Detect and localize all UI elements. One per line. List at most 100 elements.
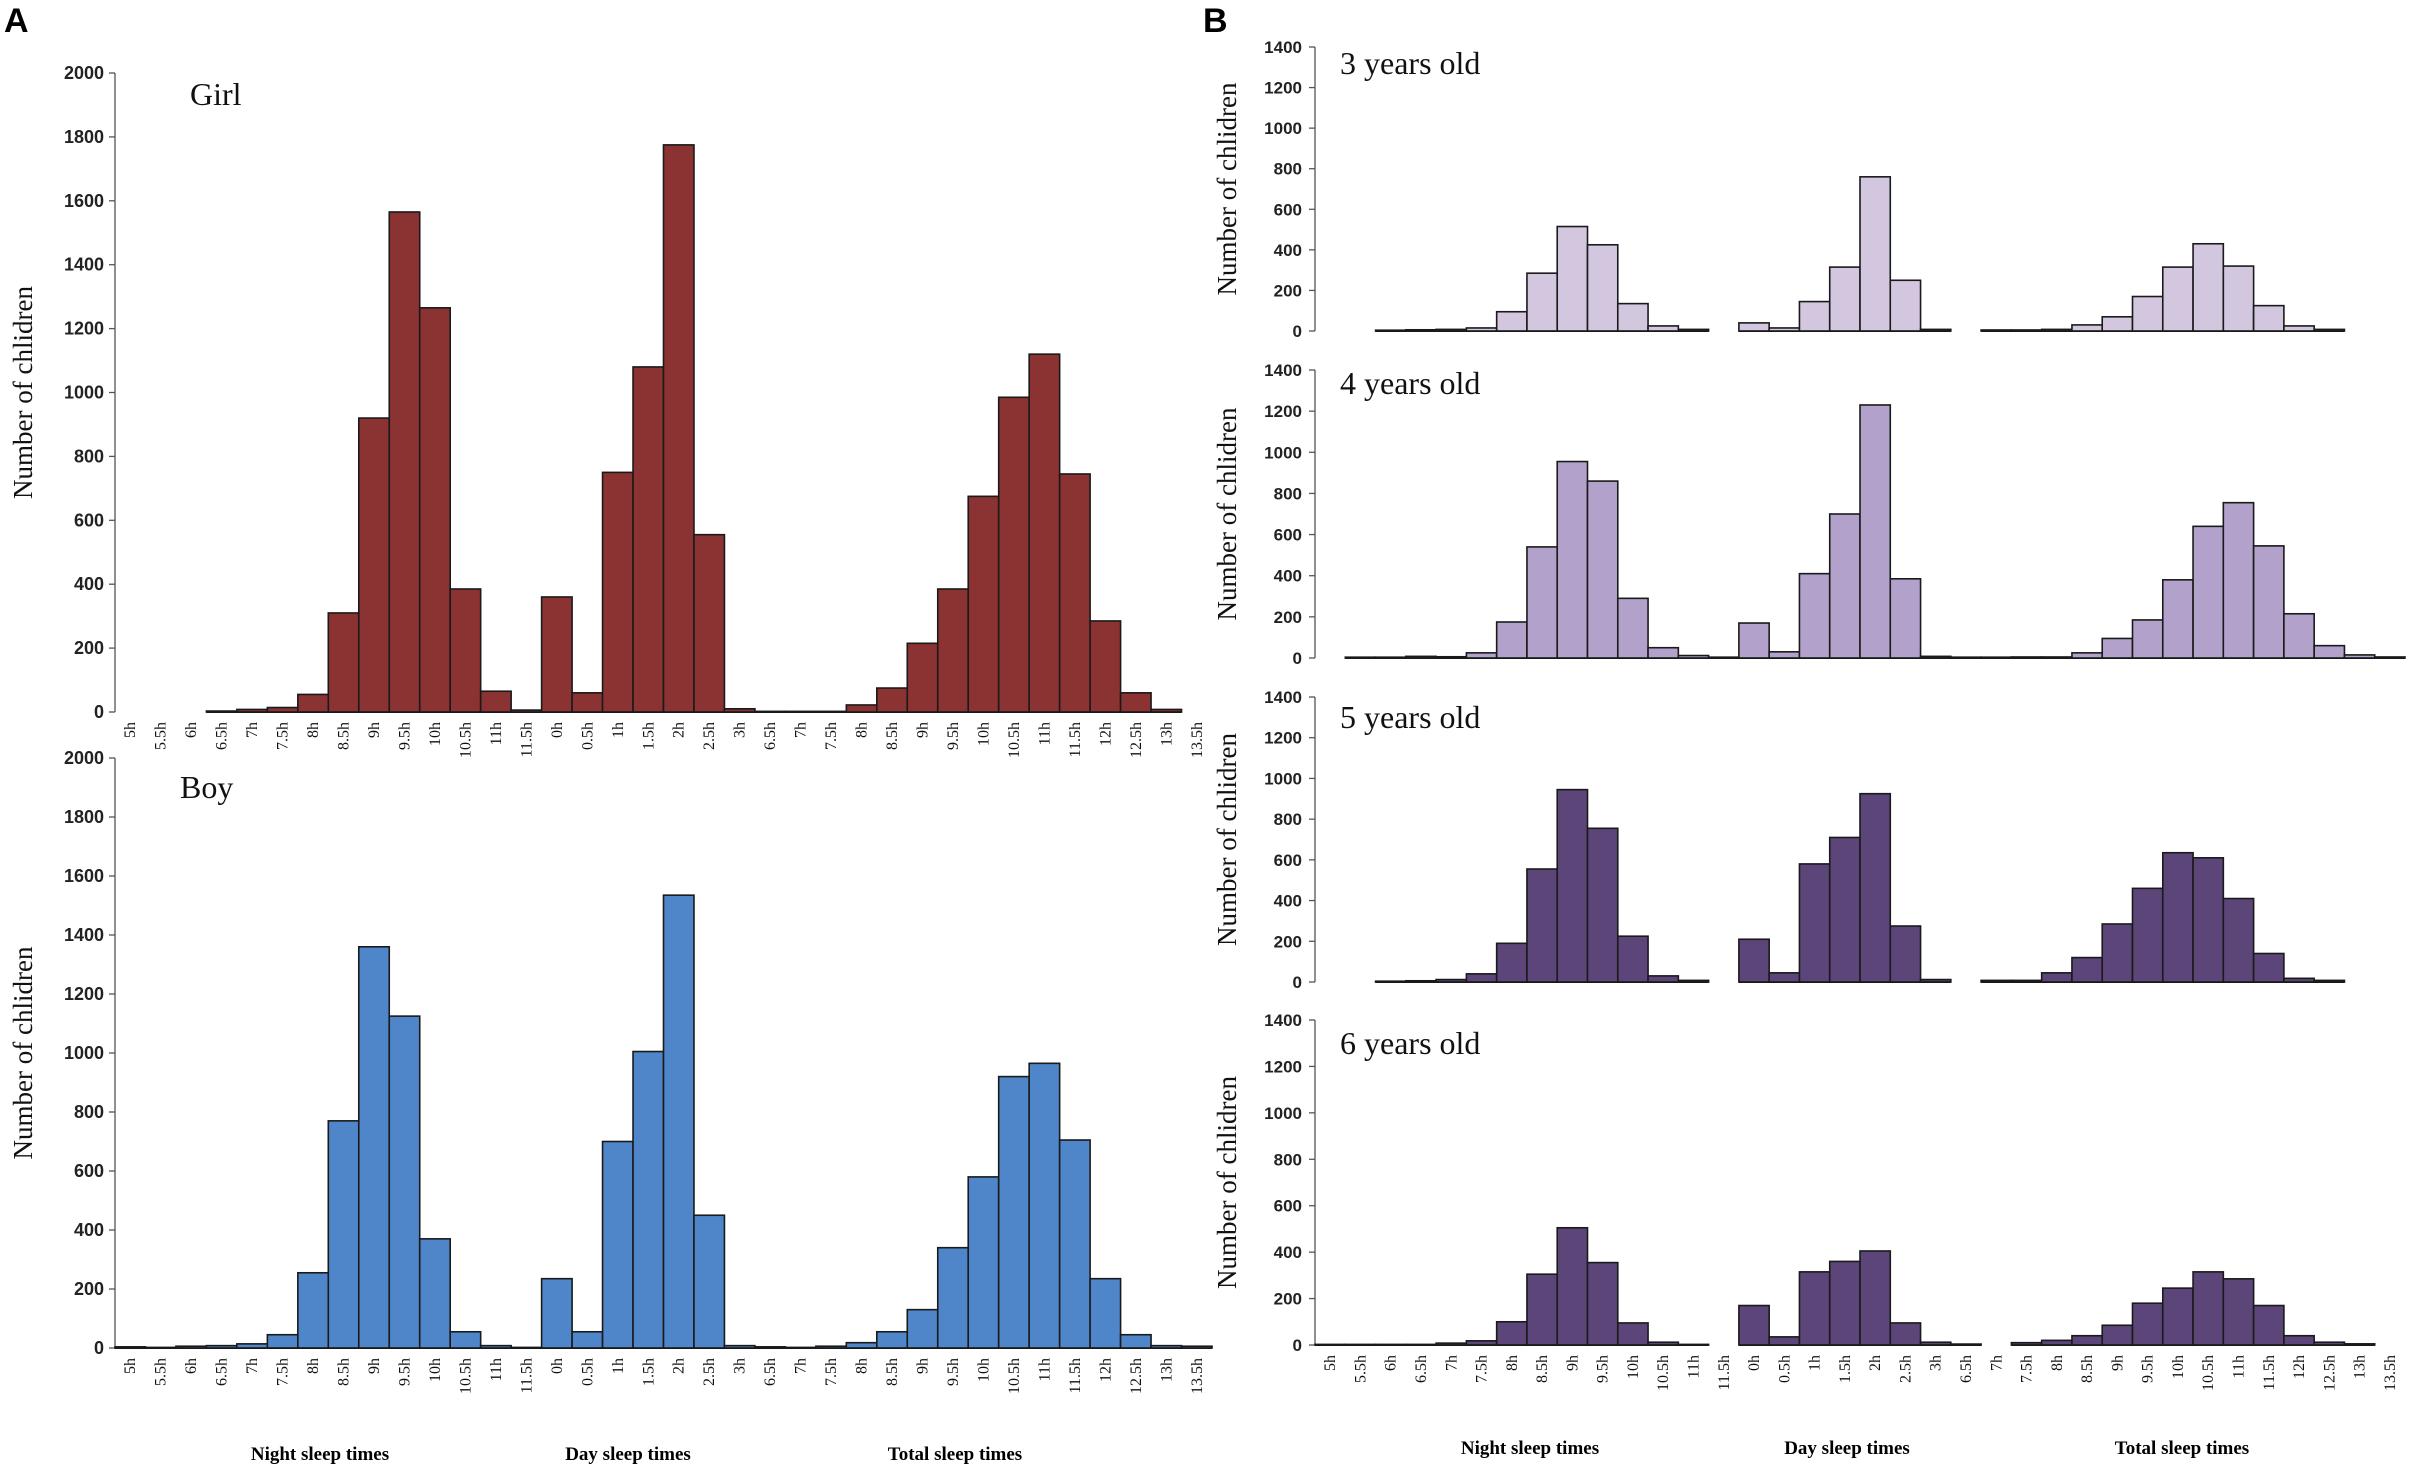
bar-girl-night-sleep-times-9 <box>388 211 421 713</box>
bar-5-years-old-day-sleep-times-20 <box>1919 978 1952 983</box>
bar-4-years-old-night-sleep-times-4 <box>1435 655 1468 659</box>
bar-6-years-old-night-sleep-times-11 <box>1647 1341 1680 1346</box>
bar-5-years-old-day-sleep-times-16 <box>1798 863 1831 983</box>
x-tick-label-a-6: 8h <box>305 722 322 738</box>
bar-boy-night-sleep-times-8 <box>357 945 391 1349</box>
bar-5-years-old-day-sleep-times-14 <box>1738 938 1770 983</box>
bar-girl-night-sleep-times-10 <box>418 307 451 713</box>
x-tick-label-a-8: 9h <box>366 1358 383 1374</box>
bar-5-years-old-total-sleep-times-31 <box>2252 952 2285 983</box>
bar-5-years-old-total-sleep-times-28 <box>2161 851 2194 983</box>
bar-5-years-old-total-sleep-times-24 <box>2040 972 2073 983</box>
x-tick-label-b-12: 11h <box>1685 1355 1702 1378</box>
x-tick-label-a-1: 5.5h <box>153 722 170 750</box>
y-tick-label-3-years-old-200: 200 <box>1274 281 1302 300</box>
bar-girl-total-sleep-times-30 <box>1028 353 1061 713</box>
x-tick-label-b-24: 8h <box>2049 1355 2066 1371</box>
bar-5-years-old-day-sleep-times-19 <box>1889 925 1922 983</box>
bar-girl-day-sleep-times-19 <box>693 533 726 713</box>
y-tick-label-5-years-old-1200: 1200 <box>1264 729 1302 748</box>
chart-title-girl: Girl <box>190 76 242 112</box>
bar-6-years-old-total-sleep-times-24 <box>2040 1339 2073 1346</box>
x-tick-label-a-18: 2h <box>671 1358 688 1374</box>
x-tick-label-a-22: 7h <box>793 1358 810 1374</box>
x-tick-label-a-12: 11h <box>488 722 505 745</box>
bar-5-years-old-night-sleep-times-4 <box>1435 978 1468 983</box>
y-axis-label-5-years-old: Number of chlidren <box>1212 733 1242 946</box>
y-tick-label-girl-1200: 1200 <box>64 319 104 339</box>
chart-5-years-old: 0 200 400 600 800 1000 1200 1400 Number of chlid… <box>1212 688 2346 992</box>
bar-boy-night-sleep-times-7 <box>327 1120 360 1349</box>
bar-girl-night-sleep-times-6 <box>297 693 330 713</box>
x-tick-label-a-35: 13.5h <box>1189 722 1206 758</box>
bar-5-years-old-night-sleep-times-5 <box>1465 973 1498 983</box>
x-tick-label-a-11: 10.5h <box>457 1358 474 1394</box>
bar-6-years-old-night-sleep-times-7 <box>1526 1273 1559 1346</box>
bar-4-years-old-night-sleep-times-12 <box>1677 654 1710 659</box>
x-tick-label-a-27: 9.5h <box>945 1358 962 1386</box>
bar-boy-night-sleep-times-13 <box>510 1346 543 1349</box>
bar-5-years-old-total-sleep-times-33 <box>2313 979 2346 983</box>
x-tick-label-a-3: 6.5h <box>214 722 231 750</box>
bar-boy-day-sleep-times-23 <box>815 1345 848 1349</box>
x-tick-label-a-32: 12h <box>1097 722 1114 746</box>
x-tick-label-a-6: 8h <box>305 1358 322 1374</box>
bar-5-years-old-total-sleep-times-22 <box>1980 979 2013 983</box>
group-label-day-b: Day sleep times <box>1784 1438 1910 1459</box>
bar-boy-night-sleep-times-4 <box>236 1343 269 1349</box>
bar-6-years-old-total-sleep-times-27 <box>2131 1302 2164 1346</box>
x-tick-label-b-33: 12.5h <box>2321 1355 2338 1391</box>
x-tick-label-a-2: 6h <box>183 1358 200 1374</box>
bar-6-years-old-total-sleep-times-33 <box>2313 1341 2346 1346</box>
bar-boy-night-sleep-times-0 <box>114 1346 147 1349</box>
x-tick-label-a-0: 5h <box>122 1358 139 1374</box>
y-tick-label-girl-800: 800 <box>74 446 104 466</box>
bar-girl-total-sleep-times-32 <box>1089 620 1122 713</box>
bar-5-years-old-total-sleep-times-27 <box>2131 887 2164 983</box>
bar-6-years-old-night-sleep-times-1 <box>1344 1343 1377 1346</box>
x-tick-label-a-11: 10.5h <box>457 722 474 758</box>
y-tick-label-3-years-old-1000: 1000 <box>1264 119 1302 138</box>
x-tick-label-b-34: 13h <box>2352 1355 2369 1379</box>
bar-4-years-old-day-sleep-times-21 <box>1950 656 1982 659</box>
bar-4-years-old-total-sleep-times-27 <box>2131 619 2164 659</box>
bar-4-years-old-day-sleep-times-19 <box>1889 577 1922 659</box>
x-tick-label-a-12: 11h <box>488 1358 505 1381</box>
bar-4-years-old-night-sleep-times-9 <box>1586 480 1619 659</box>
y-tick-label-5-years-old-1000: 1000 <box>1264 769 1302 788</box>
y-tick-label-3-years-old-800: 800 <box>1274 160 1302 179</box>
bar-3-years-old-night-sleep-times-2 <box>1374 329 1407 332</box>
bar-5-years-old-day-sleep-times-18 <box>1859 792 1892 983</box>
bar-boy-total-sleep-times-26 <box>906 1308 939 1349</box>
x-tick-label-a-34: 13h <box>1158 1358 1175 1382</box>
bar-6-years-old-total-sleep-times-29 <box>2192 1271 2225 1346</box>
bar-3-years-old-night-sleep-times-8 <box>1556 225 1589 332</box>
x-tick-label-a-8: 9h <box>366 722 383 738</box>
bar-4-years-old-total-sleep-times-31 <box>2252 545 2285 659</box>
y-tick-label-6-years-old-0: 0 <box>1293 1336 1302 1355</box>
bar-3-years-old-night-sleep-times-4 <box>1435 328 1468 332</box>
bar-6-years-old-total-sleep-times-32 <box>2283 1334 2315 1346</box>
y-tick-label-boy-2000: 2000 <box>64 748 104 768</box>
bar-5-years-old-night-sleep-times-3 <box>1405 979 1437 983</box>
x-tick-label-b-25: 8.5h <box>2079 1355 2096 1383</box>
x-tick-label-a-16: 1h <box>610 1358 627 1374</box>
x-tick-label-a-31: 11.5h <box>1067 722 1084 757</box>
bar-5-years-old-night-sleep-times-9 <box>1586 827 1619 983</box>
bar-boy-day-sleep-times-16 <box>601 1140 634 1349</box>
bar-6-years-old-night-sleep-times-8 <box>1556 1226 1589 1346</box>
bar-girl-night-sleep-times-13 <box>510 709 543 713</box>
y-tick-label-girl-200: 200 <box>74 638 104 658</box>
bar-girl-total-sleep-times-33 <box>1119 692 1152 713</box>
x-tick-label-a-33: 12.5h <box>1128 1358 1145 1394</box>
bar-6-years-old-day-sleep-times-20 <box>1919 1341 1952 1346</box>
x-tick-label-a-10: 10h <box>427 1358 444 1382</box>
y-axis-label-3-years-old: Number of chlidren <box>1212 82 1242 295</box>
bar-girl-day-sleep-times-15 <box>571 692 604 713</box>
group-labels-panel-b: Night sleep times Day sleep times Total … <box>1461 1438 2249 1459</box>
x-tick-label-b-29: 10.5h <box>2200 1355 2217 1391</box>
x-tick-label-a-31: 11.5h <box>1067 1358 1084 1393</box>
bar-boy-total-sleep-times-35 <box>1180 1345 1213 1349</box>
x-axis-panel-b: 5h 5.5h 6h 6.5h 7h 7.5h 8h 8.5h 9h 9.5h 10h 10.5h 11… <box>1322 1355 2399 1391</box>
bar-5-years-old-total-sleep-times-25 <box>2071 956 2104 983</box>
